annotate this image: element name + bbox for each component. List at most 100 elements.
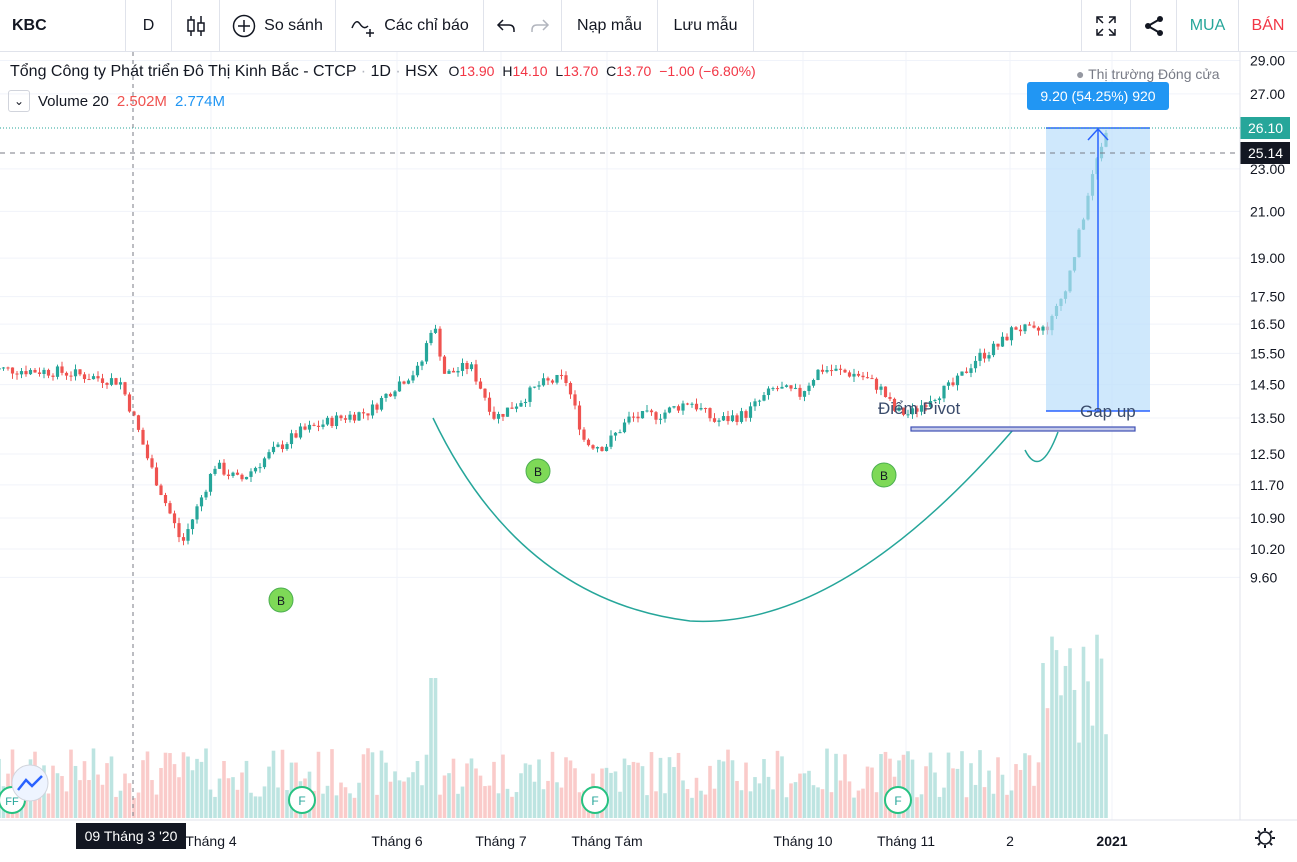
volume-bar (636, 762, 640, 818)
volume-bar (1045, 708, 1050, 818)
volume-bar (24, 786, 28, 818)
candle-body (991, 343, 996, 356)
volume-bar (951, 768, 955, 818)
volume-bar (1059, 695, 1063, 818)
save-template-button[interactable]: Lưu mẫu (658, 0, 753, 52)
candle-body (829, 370, 834, 372)
volume-bar (96, 774, 100, 818)
chart-type-button[interactable] (172, 0, 219, 52)
volume-bar (186, 756, 190, 818)
buy-button[interactable]: MUA (1177, 0, 1238, 52)
symbol-legend: Tổng Công ty Phát triển Đô Thị Kinh Bắc … (10, 63, 756, 80)
volume-bar (829, 792, 834, 818)
volume-bar (240, 772, 244, 818)
volume-bar (888, 758, 892, 818)
candle-body (784, 385, 789, 387)
candle-body (451, 370, 456, 373)
candle-body (699, 408, 703, 410)
measure-label-bg (1027, 82, 1169, 110)
load-template-button[interactable]: Nạp mẫu (562, 0, 657, 52)
volume-bar (91, 748, 96, 818)
buy-label: MUA (1189, 17, 1226, 34)
redo-button[interactable] (522, 0, 558, 52)
candle-body (150, 458, 154, 468)
sell-button[interactable]: BÁN (1239, 0, 1297, 52)
candle-body (348, 414, 352, 420)
candle-body (555, 374, 559, 383)
volume-bar (532, 781, 537, 818)
time-tick-label: Tháng 6 (371, 833, 423, 849)
price-tick-label: 23.00 (1250, 161, 1285, 177)
volume-bar (771, 789, 775, 818)
indicators-button[interactable]: Các chỉ báo (336, 0, 483, 52)
volume-bar (537, 759, 541, 818)
interval-button[interactable]: D (126, 0, 171, 52)
candle-body (109, 378, 114, 385)
event-ff-label: FF (5, 796, 19, 808)
pivot-label: Điểm Pivot (878, 399, 960, 418)
collapse-legend-button[interactable]: ⌄ (8, 90, 30, 112)
volume-bar (762, 759, 766, 818)
candle-body (231, 472, 235, 476)
event-b-label: B (880, 469, 888, 483)
time-tick-label: Tháng 11 (877, 833, 935, 849)
candle-body (465, 362, 469, 370)
candle-body (91, 376, 96, 380)
candle-body (951, 382, 955, 386)
volume-bar (492, 761, 496, 818)
legend-change: −1.00 (−6.80%) (659, 63, 756, 79)
volume-bar (316, 751, 321, 818)
compare-button[interactable]: So sánh (220, 0, 335, 52)
candle-body (55, 366, 60, 377)
candle-body (685, 403, 690, 405)
volume-bar (249, 792, 253, 818)
candle-body (546, 378, 550, 381)
price-tick-label: 19.00 (1250, 250, 1285, 266)
candle-body (217, 462, 222, 469)
time-tick-label: Tháng 10 (773, 833, 832, 849)
volume-bar (928, 752, 933, 818)
volume-bar (168, 753, 172, 818)
volume-bar (60, 776, 64, 818)
candle-body (208, 473, 213, 492)
volume-bar (150, 780, 154, 818)
share-button[interactable] (1131, 0, 1176, 52)
candle-body (510, 407, 514, 409)
volume-bar (145, 751, 150, 818)
candle-body (46, 369, 51, 376)
volume-bar (555, 782, 559, 818)
candle-body (402, 381, 406, 384)
volume-bar (132, 797, 136, 818)
event-b-label: B (277, 594, 285, 608)
volume-bar (852, 797, 856, 818)
volume-bar (721, 761, 726, 818)
volume-bar (784, 797, 789, 818)
settings-gear-icon[interactable] (1255, 828, 1275, 848)
candle-body (267, 452, 271, 459)
handle-curve (1024, 431, 1059, 463)
event-f-label: F (298, 794, 305, 808)
volume-bar (757, 783, 762, 818)
volume-bar (834, 753, 838, 818)
candle-body (793, 387, 798, 389)
candle-body (501, 414, 505, 417)
volume-bar (402, 781, 406, 818)
volume-bar (285, 790, 289, 818)
candle-body (298, 426, 303, 438)
candle-body (420, 361, 424, 366)
candle-body (816, 369, 820, 381)
undo-button[interactable] (488, 0, 524, 52)
event-b-marker (525, 458, 551, 484)
volume-bar (217, 778, 222, 818)
volume-bar (177, 777, 181, 818)
share-icon (1144, 16, 1163, 36)
fullscreen-button[interactable] (1082, 0, 1130, 52)
volume-bar (1009, 790, 1014, 818)
candle-body (51, 375, 55, 377)
symbol-search-button[interactable]: KBC (0, 0, 125, 52)
candle-body (897, 407, 901, 411)
volume-bar (942, 787, 946, 818)
candle-body (888, 397, 892, 399)
volume-bar (258, 796, 262, 818)
